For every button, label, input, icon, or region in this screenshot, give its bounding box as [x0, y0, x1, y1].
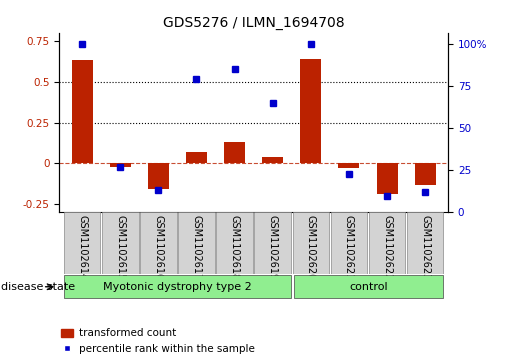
- Bar: [338, 163, 359, 168]
- Bar: [224, 142, 245, 163]
- Text: disease state: disease state: [1, 282, 75, 292]
- Text: GSM1102623: GSM1102623: [420, 215, 430, 280]
- Text: GSM1102614: GSM1102614: [77, 215, 87, 280]
- FancyBboxPatch shape: [294, 275, 443, 298]
- FancyBboxPatch shape: [293, 212, 329, 274]
- FancyBboxPatch shape: [331, 212, 367, 274]
- Bar: [376, 163, 398, 195]
- FancyBboxPatch shape: [407, 212, 443, 274]
- Text: GSM1102621: GSM1102621: [344, 215, 354, 280]
- Text: GSM1102622: GSM1102622: [382, 215, 392, 280]
- Bar: [262, 157, 283, 163]
- FancyBboxPatch shape: [178, 212, 215, 274]
- Text: GSM1102616: GSM1102616: [153, 215, 163, 280]
- FancyBboxPatch shape: [369, 212, 405, 274]
- Text: Myotonic dystrophy type 2: Myotonic dystrophy type 2: [103, 282, 252, 292]
- Text: GSM1102615: GSM1102615: [115, 215, 125, 280]
- Bar: [72, 60, 93, 163]
- FancyBboxPatch shape: [64, 275, 291, 298]
- Legend: transformed count, percentile rank within the sample: transformed count, percentile rank withi…: [57, 324, 259, 358]
- Text: GSM1102617: GSM1102617: [192, 215, 201, 280]
- Title: GDS5276 / ILMN_1694708: GDS5276 / ILMN_1694708: [163, 16, 345, 30]
- Bar: [186, 152, 207, 163]
- Text: control: control: [350, 282, 388, 292]
- Bar: [148, 163, 169, 189]
- FancyBboxPatch shape: [102, 212, 139, 274]
- FancyBboxPatch shape: [64, 212, 100, 274]
- Bar: [110, 163, 131, 167]
- FancyBboxPatch shape: [254, 212, 291, 274]
- FancyBboxPatch shape: [140, 212, 177, 274]
- Text: GSM1102620: GSM1102620: [306, 215, 316, 280]
- Text: GSM1102619: GSM1102619: [268, 215, 278, 280]
- Bar: [415, 163, 436, 185]
- FancyBboxPatch shape: [216, 212, 253, 274]
- Bar: [300, 59, 321, 163]
- Text: GSM1102618: GSM1102618: [230, 215, 239, 280]
